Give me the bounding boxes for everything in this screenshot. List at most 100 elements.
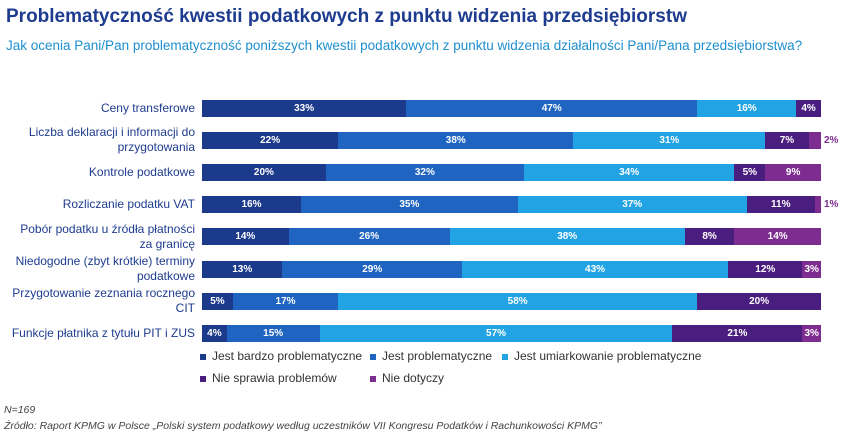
bar-segment — [325, 163, 524, 181]
bar-segment — [684, 228, 735, 246]
data-label: 12% — [755, 263, 776, 275]
bar-segment — [734, 163, 766, 181]
legend-label: Jest umiarkowanie problematyczne — [514, 349, 702, 363]
legend-label: Nie sprawia problemów — [212, 371, 337, 385]
bar-segment — [406, 99, 698, 117]
data-label: 3% — [804, 263, 819, 275]
data-label: 47% — [541, 102, 562, 114]
note: N=169 — [4, 404, 36, 416]
data-label: 14% — [235, 231, 256, 243]
legend-label: Jest problematyczne — [382, 349, 493, 363]
data-label: 1% — [824, 199, 839, 211]
bar-segment — [697, 292, 821, 310]
bar-segment — [338, 292, 698, 310]
bar-segment — [282, 260, 462, 278]
legend-label: Nie dotyczy — [382, 371, 445, 385]
data-label: 26% — [359, 231, 380, 243]
bar-segment — [288, 228, 450, 246]
bar-segment — [728, 260, 803, 278]
category-label: Rozliczanie podatku VAT — [62, 197, 195, 212]
bar-segment — [319, 324, 673, 342]
bar-segment — [232, 292, 339, 310]
data-label: 21% — [727, 327, 748, 339]
data-label: 4% — [207, 327, 222, 339]
data-label: 4% — [801, 102, 816, 114]
bar-segment — [226, 324, 320, 342]
bar-segment — [802, 260, 821, 278]
data-label: 3% — [804, 327, 819, 339]
data-label: 35% — [399, 199, 420, 211]
bar-segment — [202, 228, 289, 246]
legend-label: Jest bardzo problematyczne — [212, 349, 363, 363]
data-label: 38% — [445, 134, 466, 146]
bar-segment — [765, 131, 809, 149]
legend-item: Jest bardzo problematyczne — [200, 349, 362, 363]
legend-swatch — [502, 353, 508, 360]
chart-subtitle: Jak ocenia Pani/Pan problematyczność pon… — [6, 38, 803, 53]
bar-segment — [765, 163, 821, 181]
bar-segment — [461, 260, 729, 278]
data-label: 33% — [294, 102, 315, 114]
legend-item: Nie sprawia problemów — [200, 371, 337, 385]
bar-segment — [517, 196, 747, 214]
data-label: 11% — [771, 199, 791, 211]
chart-title: Problematyczność kwestii podatkowych z p… — [6, 6, 687, 27]
bar-segment — [746, 196, 815, 214]
data-label: 13% — [232, 263, 253, 275]
bar-segment — [202, 99, 407, 117]
data-label: 37% — [622, 199, 643, 211]
legend-swatch — [370, 353, 376, 360]
data-label: 8% — [702, 231, 717, 243]
data-label: 5% — [210, 295, 225, 307]
category-label: Niedogodne (zbyt krótkie) terminy podatk… — [15, 254, 195, 283]
bar-segment — [338, 131, 574, 149]
bar-segment — [202, 196, 302, 214]
legend-swatch — [200, 375, 206, 382]
data-label: 2% — [824, 134, 839, 146]
legend-item: Nie dotyczy — [370, 371, 444, 385]
bar-segment — [802, 324, 821, 342]
data-label: 43% — [585, 263, 606, 275]
legend-swatch — [200, 353, 206, 360]
bar-segment — [808, 131, 821, 149]
data-label: 57% — [486, 327, 507, 339]
bar-segment — [814, 196, 821, 214]
bar-segment — [796, 99, 821, 117]
data-label: 7% — [779, 134, 795, 146]
data-label: 17% — [275, 295, 296, 307]
data-label: 5% — [742, 166, 758, 178]
data-label: 14% — [767, 231, 788, 243]
bar-segment — [697, 99, 797, 117]
legend-item: Jest umiarkowanie problematyczne — [502, 349, 701, 363]
data-label: 16% — [241, 199, 262, 211]
note: Źródło: Raport KPMG w Polsce „Polski sys… — [4, 420, 602, 432]
data-label: 16% — [736, 102, 757, 114]
bar-segment — [202, 292, 233, 310]
bar-segment — [672, 324, 803, 342]
data-label: 58% — [507, 295, 528, 307]
data-label: 29% — [362, 263, 383, 275]
data-label: 15% — [263, 327, 284, 339]
data-label: 20% — [253, 166, 274, 178]
category-label: Kontrole podatkowe — [88, 164, 195, 179]
bar-segment — [202, 131, 339, 149]
bar-segment — [301, 196, 518, 214]
legend-item: Jest problematyczne — [370, 349, 492, 363]
category-label: Ceny transferowe — [100, 100, 195, 115]
data-label: 20% — [749, 295, 770, 307]
data-label: 32% — [414, 166, 435, 178]
legend-swatch — [370, 375, 376, 382]
data-label: 9% — [785, 166, 801, 178]
category-label: Funkcje płatnika z tytułu PIT i ZUS — [11, 325, 195, 340]
bar-segment — [202, 163, 326, 181]
data-label: 31% — [659, 134, 680, 146]
bar-segment — [449, 228, 685, 246]
bar-segment — [523, 163, 735, 181]
data-label: 34% — [619, 166, 640, 178]
category-label: Liczba deklaracji i informacji do przygo… — [28, 125, 195, 155]
bar-segment — [202, 324, 227, 342]
category-label: Pobór podatku u źródła płatności za gran… — [20, 221, 195, 251]
bar-segment — [573, 131, 766, 149]
bar-segment — [202, 260, 283, 278]
